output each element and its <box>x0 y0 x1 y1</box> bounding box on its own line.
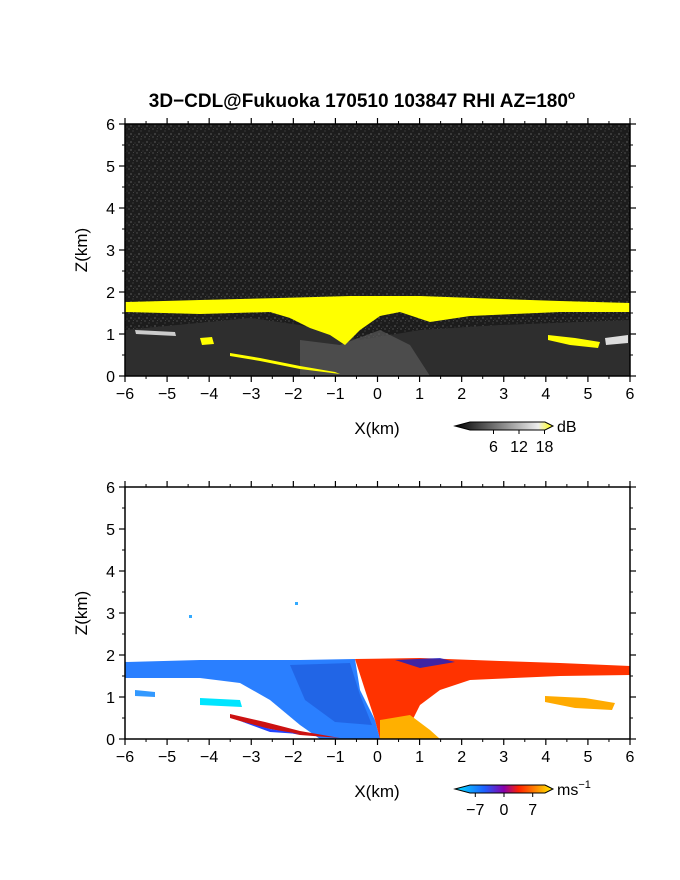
x-tick-label: −1 <box>326 749 344 766</box>
velocity-unit-base: ms <box>557 782 578 799</box>
bright-band-layer <box>125 296 630 345</box>
figure-title: 3D−CDL@Fukuoka 170510 103847 RHI AZ=180o <box>149 88 576 112</box>
title-superscript: o <box>568 88 575 102</box>
x-tick-label: 5 <box>583 749 592 766</box>
x-tick-label: 2 <box>457 749 466 766</box>
colorbar-tick-label: 7 <box>528 802 537 819</box>
y-tick-label: 0 <box>106 732 115 749</box>
grey-plume <box>300 330 430 376</box>
y-tick-label: 4 <box>106 564 115 581</box>
colorbar-tick-label: 0 <box>500 802 509 819</box>
reflectivity-colorbar-ramp <box>453 421 555 431</box>
x-tick-label: −2 <box>284 386 302 403</box>
y-tick-label: 3 <box>106 243 115 260</box>
x-tick-label: −1 <box>326 386 344 403</box>
y-tick-label: 2 <box>106 285 115 302</box>
positive-velocity-layer <box>355 658 630 739</box>
y-tick-label: 6 <box>106 117 115 134</box>
ground-clutter-band-blue <box>240 721 300 734</box>
x-tick-label: 6 <box>626 386 635 403</box>
velocity-colorbar-unit: ms−1 <box>557 779 591 799</box>
reflectivity-field <box>125 296 630 376</box>
reflectivity-xlabel: X(km) <box>354 419 399 438</box>
x-tick-label: −2 <box>284 749 302 766</box>
x-tick-label: −4 <box>200 749 218 766</box>
colorbar-tick-label: 18 <box>536 439 554 456</box>
positive-velocity-low <box>380 715 440 739</box>
reflectivity-colorbar: dB 6 12 18 <box>453 419 577 456</box>
negative-velocity-core <box>290 663 372 725</box>
colorbar-tick-label: 12 <box>510 439 528 456</box>
cyan-patch-small <box>135 690 155 697</box>
reflectivity-colorbar-ticks: 6 12 18 <box>489 430 554 456</box>
isolated-point-2 <box>295 602 298 605</box>
x-tick-label: 0 <box>373 386 382 403</box>
x-tick-label: 1 <box>415 749 424 766</box>
colorbar-tick-label: −7 <box>466 802 484 819</box>
x-tick-label: −3 <box>242 386 260 403</box>
y-tick-label: 1 <box>106 690 115 707</box>
y-tick-label: 0 <box>106 369 115 386</box>
x-tick-label: −5 <box>158 749 176 766</box>
colorbar-tick-label: 6 <box>489 439 498 456</box>
velocity-field <box>125 602 630 739</box>
y-tick-label: 5 <box>106 159 115 176</box>
velocity-colorbar-ramp <box>453 784 555 794</box>
x-tick-label: 0 <box>373 749 382 766</box>
x-tick-label: 4 <box>541 749 550 766</box>
x-tick-label: −6 <box>116 386 134 403</box>
velocity-panel: −6 −5 −4 −3 −2 −1 0 1 2 3 4 5 6 0 1 2 3 4 5 6 Z(km) X(km) m… <box>72 480 636 819</box>
white-streak-right <box>605 335 628 345</box>
velocity-xlabel: X(km) <box>354 782 399 801</box>
velocity-ylabel: Z(km) <box>72 591 91 635</box>
velocity-colorbar: ms−1 −7 0 7 <box>453 779 591 819</box>
y-tick-label: 2 <box>106 648 115 665</box>
isolated-point-1 <box>189 615 192 618</box>
x-tick-label: −3 <box>242 749 260 766</box>
x-tick-label: 6 <box>626 749 635 766</box>
x-tick-label: 2 <box>457 386 466 403</box>
reflectivity-ylabel: Z(km) <box>72 228 91 272</box>
y-tick-label: 6 <box>106 480 115 497</box>
ground-clutter-line <box>230 353 340 374</box>
bright-band-patch-left <box>200 337 214 345</box>
velocity-top-noise <box>395 658 455 668</box>
x-tick-label: −6 <box>116 749 134 766</box>
y-tick-label: 4 <box>106 201 115 218</box>
x-tick-label: −4 <box>200 386 218 403</box>
cyan-patch <box>200 698 242 707</box>
bright-band-patch-right <box>548 335 600 348</box>
velocity-colorbar-ticks: −7 0 7 <box>466 793 537 819</box>
reflectivity-axes: −6 −5 −4 −3 −2 −1 0 1 2 3 4 5 6 0 1 2 3 4 5 6 <box>106 117 636 403</box>
velocity-unit-superscript: −1 <box>578 779 591 791</box>
y-tick-label: 3 <box>106 606 115 623</box>
x-tick-label: 3 <box>499 386 508 403</box>
y-tick-label: 1 <box>106 327 115 344</box>
y-tick-label: 5 <box>106 522 115 539</box>
white-streak-left <box>135 330 176 336</box>
reflectivity-colorbar-unit: dB <box>557 419 577 436</box>
x-tick-label: 3 <box>499 749 508 766</box>
title-text: 3D−CDL@Fukuoka 170510 103847 RHI AZ=180 <box>149 91 568 112</box>
x-tick-label: −5 <box>158 386 176 403</box>
velocity-axes: −6 −5 −4 −3 −2 −1 0 1 2 3 4 5 6 0 1 2 3 4 5 6 <box>106 480 636 766</box>
x-tick-label: 1 <box>415 386 424 403</box>
x-tick-label: 4 <box>541 386 550 403</box>
orange-patch-right <box>545 696 615 710</box>
x-tick-label: 5 <box>583 386 592 403</box>
